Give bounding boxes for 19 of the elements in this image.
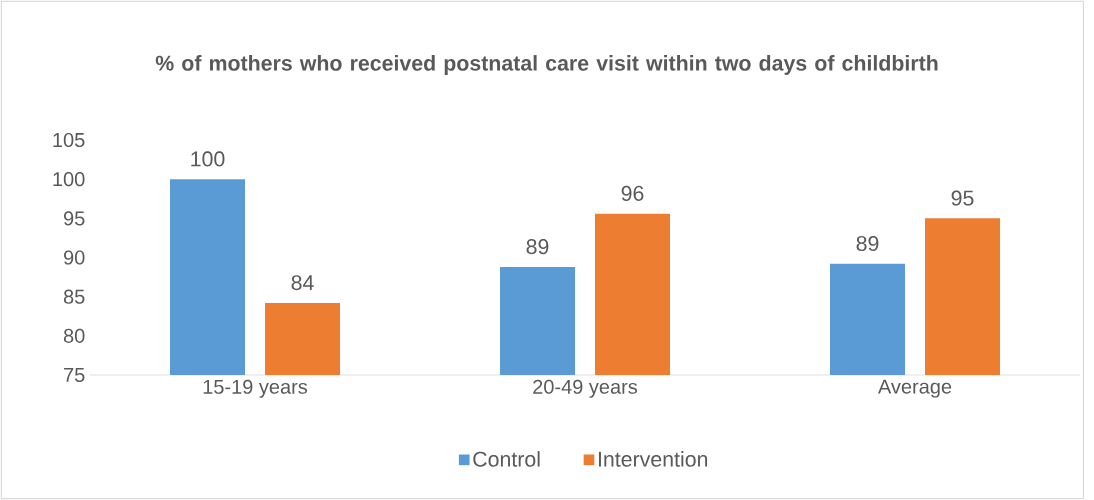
- y-tick-label: 80: [63, 328, 85, 343]
- y-tick-label: 105: [53, 132, 85, 148]
- data-label: 100: [191, 151, 225, 167]
- legend-label: Control: [473, 451, 540, 467]
- y-tick-label: 75: [64, 368, 85, 382]
- data-label: 89: [526, 239, 549, 255]
- data-label: 84: [291, 275, 314, 291]
- y-tick-label: 90: [63, 250, 85, 265]
- y-tick-label: 85: [63, 289, 85, 304]
- data-label: 96: [621, 185, 644, 201]
- x-tick-label: 15-19 years: [203, 379, 308, 398]
- y-tick-label: 100: [53, 172, 85, 187]
- data-label: 89: [856, 235, 879, 252]
- x-tick-label: 20-49 years: [533, 379, 638, 398]
- y-tick-label: 95: [63, 211, 85, 226]
- chart-title: % of mothers who received postnatal care visit within two days of childbirth: [155, 55, 938, 75]
- x-tick-label: Average: [877, 379, 952, 398]
- legend-label: Intervention: [598, 451, 708, 467]
- data-label: 95: [951, 190, 974, 206]
